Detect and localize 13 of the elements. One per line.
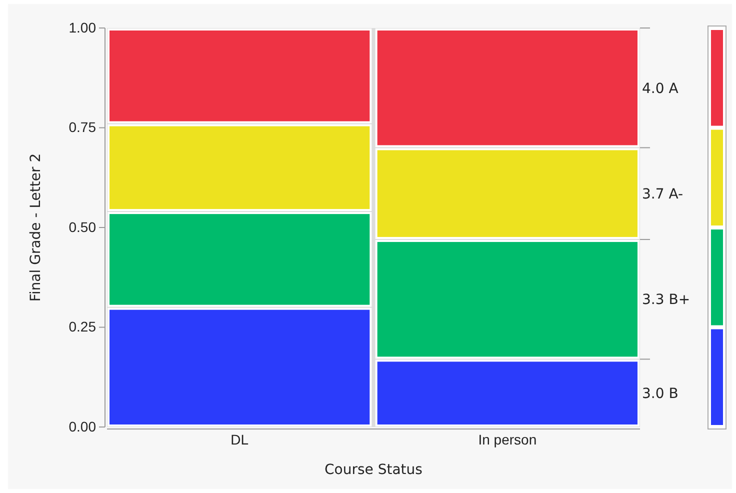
- y-tick-label: 0.75: [68, 119, 96, 136]
- x-axis-title: Course Status: [324, 462, 422, 478]
- series-label: 3.3 B+: [642, 292, 690, 308]
- y-axis-title: Final Grade - Letter 2: [28, 153, 44, 302]
- series-label: 3.7 A-: [642, 186, 684, 202]
- x-tick-label: DL: [230, 432, 249, 448]
- x-tick-label: In person: [478, 432, 537, 448]
- y-tick-label: 0.00: [68, 418, 96, 434]
- y-tick-label: 0.50: [68, 218, 96, 235]
- y-tick-label: 1.00: [68, 19, 96, 36]
- y-tick-label: 0.25: [68, 318, 96, 335]
- series-label: 3.0 B: [642, 386, 678, 402]
- series-label: 4.0 A: [642, 80, 679, 97]
